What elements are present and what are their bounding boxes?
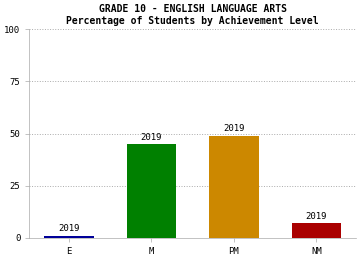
Text: 2019: 2019 bbox=[58, 224, 80, 233]
Bar bbox=[209, 136, 258, 238]
Text: 2019: 2019 bbox=[141, 133, 162, 141]
Bar bbox=[44, 236, 94, 238]
Bar bbox=[292, 223, 341, 238]
Bar bbox=[127, 144, 176, 238]
Text: 2019: 2019 bbox=[223, 124, 244, 133]
Text: 2019: 2019 bbox=[306, 212, 327, 221]
Title: GRADE 10 - ENGLISH LANGUAGE ARTS
Percentage of Students by Achievement Level: GRADE 10 - ENGLISH LANGUAGE ARTS Percent… bbox=[66, 4, 319, 26]
